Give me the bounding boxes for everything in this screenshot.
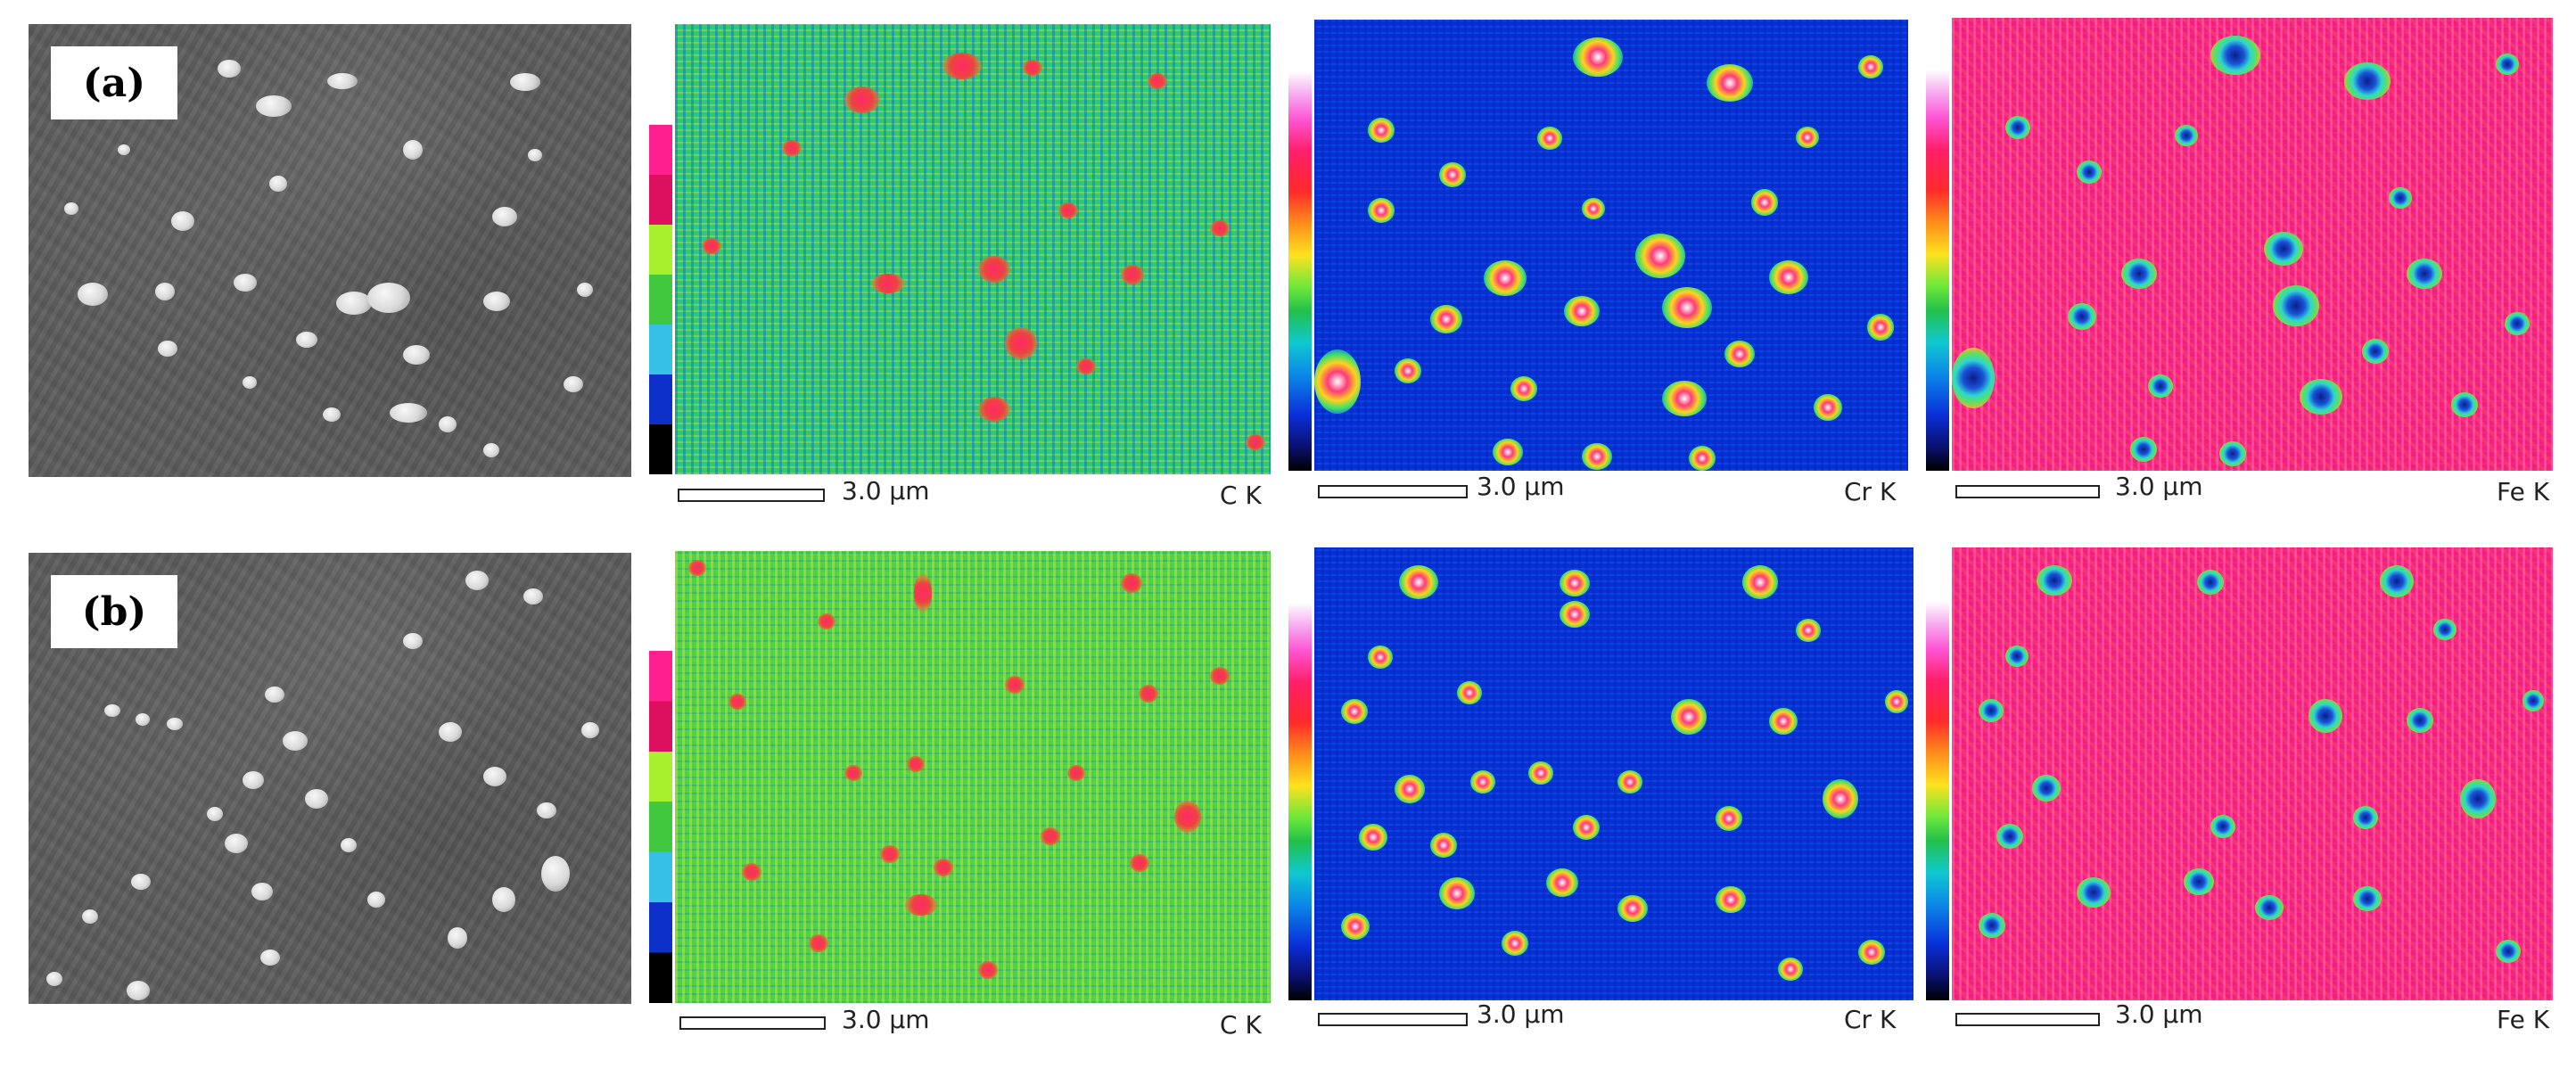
panel-label-b: (b) [51,575,177,648]
colorbar-cr-b [1288,603,1312,1000]
element-label-cr-a: Cr K [1844,477,1897,506]
scale-label-cr-a: 3.0 μm [1477,472,1565,501]
eds-map-c-b [675,551,1271,1003]
panel-label-a: (a) [51,46,177,119]
scale-bar-c-b [679,1016,826,1030]
element-label-fe-a: Fe K [2497,477,2550,506]
eds-map-fe-b [1952,547,2553,1000]
eds-map-fe-a [1952,18,2553,471]
element-label-fe-b: Fe K [2497,1005,2550,1034]
scale-label-cr-b: 3.0 μm [1477,999,1565,1029]
scale-label-c-b: 3.0 μm [842,1005,930,1034]
scale-bar-fe-b [1955,1013,2100,1026]
scale-bar-fe-a [1955,485,2100,498]
sem-image-a: (a) [29,24,631,477]
scale-bar-c-a [678,489,825,502]
colorbar-c-b [649,651,672,1003]
element-label-c-a: C K [1220,481,1262,510]
scale-label-c-a: 3.0 μm [842,476,930,506]
scale-label-fe-a: 3.0 μm [2115,472,2203,501]
scale-label-fe-b: 3.0 μm [2115,999,2203,1029]
colorbar-cr-a [1288,71,1312,471]
element-label-cr-b: Cr K [1844,1005,1897,1034]
eds-map-cr-b [1314,547,1913,1000]
sem-image-b: (b) [29,553,631,1004]
eds-map-c-a [675,24,1271,474]
eds-map-cr-a [1314,20,1908,471]
colorbar-c-a [649,125,672,474]
colorbar-fe-a [1926,70,1949,471]
scale-bar-cr-b [1318,1013,1468,1026]
element-label-c-b: C K [1220,1010,1262,1040]
colorbar-fe-b [1926,601,1949,1000]
scale-bar-cr-a [1318,485,1468,498]
